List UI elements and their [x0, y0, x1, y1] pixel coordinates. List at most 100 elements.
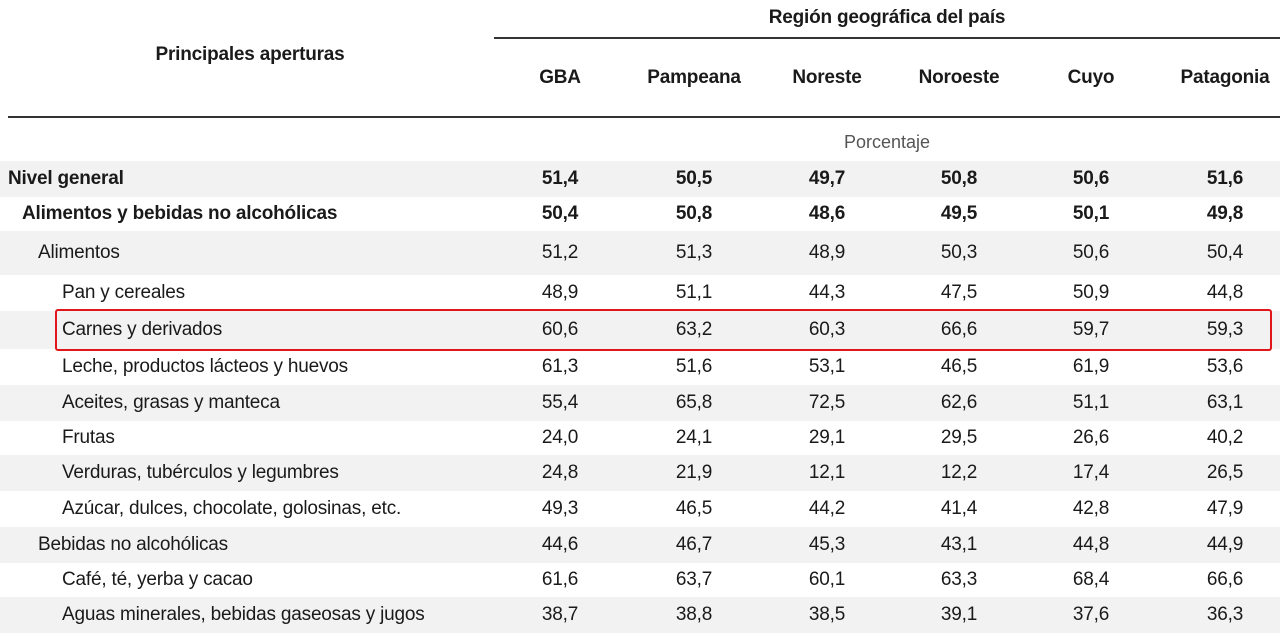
cell-value: 60,3 — [808, 319, 846, 340]
stub-column-header: Principales aperturas — [155, 44, 345, 65]
cell-value: 51,1 — [675, 282, 713, 303]
column-header-noreste: Noreste — [792, 67, 862, 88]
cell-value: 46,5 — [940, 356, 978, 377]
cell-value: 44,2 — [808, 498, 846, 519]
cell-value: 68,4 — [1072, 569, 1110, 590]
cell-value: 50,6 — [1072, 168, 1110, 189]
row-label: Pan y cereales — [62, 282, 185, 303]
table-row: Leche, productos lácteos y huevos 61,3 51,… — [0, 349, 1280, 385]
cell-value: 29,1 — [808, 427, 846, 448]
table-row: Aguas minerales, bebidas gaseosas y jugo… — [0, 597, 1280, 633]
region-group-header: Región geográfica del país — [768, 7, 1006, 28]
cell-value: 38,7 — [541, 604, 579, 625]
cell-value: 66,6 — [1206, 569, 1244, 590]
cell-value: 50,5 — [675, 168, 713, 189]
cell-value: 39,1 — [940, 604, 978, 625]
cell-value: 48,6 — [808, 203, 846, 224]
cell-value: 50,3 — [940, 242, 978, 263]
cell-value: 50,4 — [541, 203, 579, 224]
row-label: Azúcar, dulces, chocolate, golosinas, et… — [62, 498, 402, 519]
cell-value: 62,6 — [940, 392, 978, 413]
table-row: Nivel general 51,4 50,5 49,7 50,8 50,6 51,6 — [0, 161, 1280, 197]
cell-value: 36,3 — [1206, 604, 1244, 625]
cell-value: 51,6 — [1206, 168, 1244, 189]
cell-value: 50,4 — [1206, 242, 1244, 263]
cell-value: 44,8 — [1072, 534, 1110, 555]
row-label: Bebidas no alcohólicas — [38, 534, 228, 555]
cell-value: 61,3 — [541, 356, 579, 377]
table-row: Azúcar, dulces, chocolate, golosinas, et… — [0, 491, 1280, 527]
cell-value: 17,4 — [1072, 462, 1110, 483]
cell-value: 72,5 — [808, 392, 846, 413]
cell-value: 38,5 — [808, 604, 846, 625]
cell-value: 38,8 — [675, 604, 713, 625]
cell-value: 12,1 — [808, 462, 846, 483]
row-label: Alimentos y bebidas no alcohólicas — [22, 203, 338, 224]
cell-value: 44,9 — [1206, 534, 1244, 555]
row-label: Carnes y derivados — [62, 319, 223, 340]
cell-value: 61,9 — [1072, 356, 1110, 377]
column-header-gba: GBA — [539, 67, 581, 88]
cell-value: 61,6 — [541, 569, 579, 590]
region-header-rule — [494, 37, 1280, 39]
unit-label: Porcentaje — [843, 131, 931, 152]
cell-value: 42,8 — [1072, 498, 1110, 519]
cell-value: 63,7 — [675, 569, 713, 590]
cell-value: 46,5 — [675, 498, 713, 519]
table-row: Pan y cereales 48,9 51,1 44,3 47,5 50,9 44,8 — [0, 275, 1280, 311]
cell-value: 26,5 — [1206, 462, 1244, 483]
cell-value: 60,6 — [541, 319, 579, 340]
cell-value: 49,5 — [940, 203, 978, 224]
cell-value: 12,2 — [940, 462, 978, 483]
row-label: Aguas minerales, bebidas gaseosas y jugo… — [62, 604, 425, 625]
table-row: Carnes y derivados 60,6 63,2 60,3 66,6 59,7 59… — [0, 311, 1280, 349]
cell-value: 63,3 — [940, 569, 978, 590]
cell-value: 59,7 — [1072, 319, 1110, 340]
cell-value: 44,6 — [541, 534, 579, 555]
header-bottom-rule — [8, 116, 1280, 118]
table-row: Alimentos y bebidas no alcohólicas 50,4 50… — [0, 197, 1280, 231]
row-label: Leche, productos lácteos y huevos — [62, 356, 348, 377]
cell-value: 60,1 — [808, 569, 846, 590]
cell-value: 24,8 — [541, 462, 579, 483]
cell-value: 50,8 — [940, 168, 978, 189]
column-header-noroeste: Noroeste — [918, 67, 1000, 88]
cell-value: 51,1 — [1072, 392, 1110, 413]
table-row: Alimentos 51,2 51,3 48,9 50,3 50,6 50,4 — [0, 231, 1280, 275]
cell-value: 44,3 — [808, 282, 846, 303]
column-header-pampeana: Pampeana — [647, 67, 741, 88]
cell-value: 37,6 — [1072, 604, 1110, 625]
cell-value: 43,1 — [940, 534, 978, 555]
cell-value: 41,4 — [940, 498, 978, 519]
cell-value: 26,6 — [1072, 427, 1110, 448]
cell-value: 63,1 — [1206, 392, 1244, 413]
cell-value: 48,9 — [541, 282, 579, 303]
row-label: Verduras, tubérculos y legumbres — [62, 462, 339, 483]
cell-value: 55,4 — [541, 392, 579, 413]
row-label: Aceites, grasas y manteca — [62, 392, 280, 413]
cell-value: 49,8 — [1206, 203, 1244, 224]
cell-value: 51,4 — [541, 168, 579, 189]
row-label: Nivel general — [8, 168, 124, 189]
row-label: Frutas — [62, 427, 115, 448]
unit-band — [8, 127, 1280, 157]
cell-value: 50,9 — [1072, 282, 1110, 303]
cell-value: 65,8 — [675, 392, 713, 413]
cell-value: 51,2 — [541, 242, 579, 263]
row-label: Alimentos — [38, 242, 120, 263]
row-label: Café, té, yerba y cacao — [62, 569, 253, 590]
cell-value: 24,1 — [675, 427, 713, 448]
cell-value: 21,9 — [675, 462, 713, 483]
cell-value: 47,5 — [940, 282, 978, 303]
cell-value: 29,5 — [940, 427, 978, 448]
cell-value: 50,8 — [675, 203, 713, 224]
cell-value: 49,3 — [541, 498, 579, 519]
cell-value: 46,7 — [675, 534, 713, 555]
cell-value: 53,6 — [1206, 356, 1244, 377]
cell-value: 48,9 — [808, 242, 846, 263]
cell-value: 24,0 — [541, 427, 579, 448]
cell-value: 63,2 — [675, 319, 713, 340]
cell-value: 50,1 — [1072, 203, 1110, 224]
table-row: Aceites, grasas y manteca 55,4 65,8 72,5 62,… — [0, 385, 1280, 421]
table-row: Café, té, yerba y cacao 61,6 63,7 60,1 63,3 6… — [0, 563, 1280, 597]
